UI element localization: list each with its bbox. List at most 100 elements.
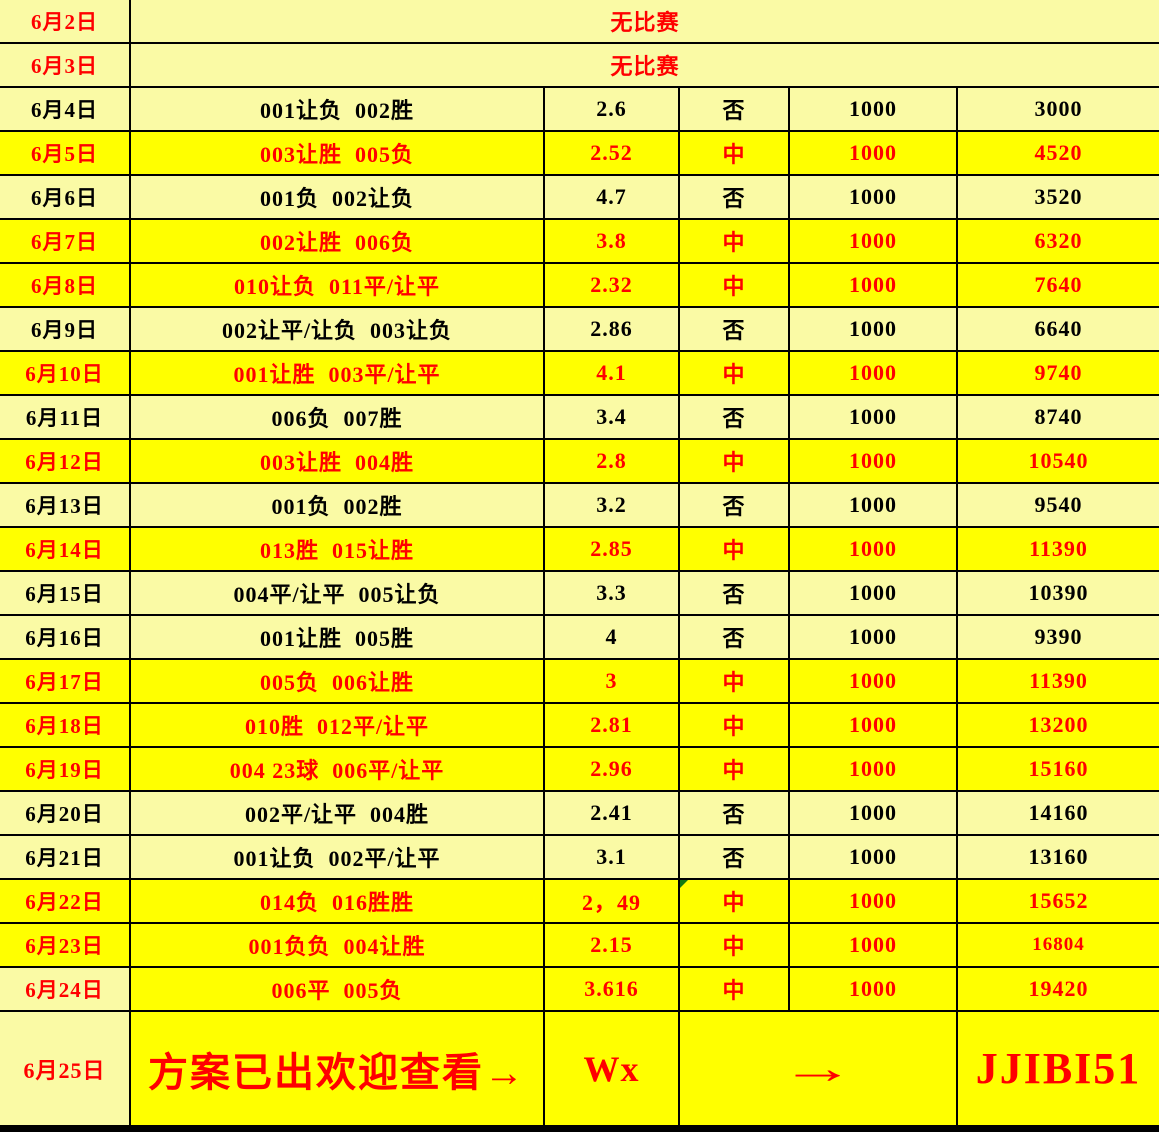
no-match-cell: 无比赛 (131, 0, 1159, 42)
promo-code-cell: JJIBI51 (958, 1012, 1159, 1125)
table-row: 6月24日 006平 005负 3.616 中 1000 19420 (0, 968, 1159, 1012)
total-cell: 6640 (958, 308, 1159, 350)
date-cell: 6月20日 (0, 792, 131, 834)
date-cell: 6月3日 (0, 44, 131, 86)
result-cell: 否 (680, 308, 790, 350)
stake-cell: 1000 (790, 484, 958, 526)
odds-cell: 2.6 (545, 88, 680, 130)
result-cell: 中 (680, 352, 790, 394)
date-cell-text: 6月13日 (25, 494, 104, 518)
total-cell-text: 16804 (1032, 934, 1085, 955)
no-match-cell-text: 无比赛 (610, 10, 680, 35)
result-cell-text: 中 (722, 978, 746, 1003)
table-row: 6月8日 010让负 011平/让平 2.32 中 1000 7640 (0, 264, 1159, 308)
result-cell-text: 否 (722, 846, 746, 871)
date-cell: 6月10日 (0, 352, 131, 394)
odds-cell: 4.7 (545, 176, 680, 218)
stake-cell-text: 1000 (849, 492, 897, 517)
odds-cell-text: 2.52 (590, 140, 633, 165)
date-cell-text: 6月19日 (25, 758, 104, 782)
match-cell-text: 001让负 002胜 (259, 98, 414, 123)
date-cell: 6月14日 (0, 528, 131, 570)
result-cell: 中 (680, 660, 790, 702)
result-cell: 否 (680, 176, 790, 218)
table-row: 6月5日 003让胜 005负 2.52 中 1000 4520 (0, 132, 1159, 176)
match-cell: 001让负 002胜 (131, 88, 545, 130)
stake-cell: 1000 (790, 396, 958, 438)
result-cell-text: 否 (722, 582, 746, 607)
odds-cell-text: 3.1 (596, 844, 627, 869)
total-cell: 9540 (958, 484, 1159, 526)
match-cell-text: 010胜 012平/让平 (244, 714, 430, 739)
result-cell-text: 中 (722, 538, 746, 563)
match-cell-text: 001让胜 005胜 (259, 626, 414, 651)
result-cell: 中 (680, 924, 790, 966)
date-cell: 6月25日 (0, 1012, 131, 1125)
date-cell-text: 6月17日 (25, 670, 104, 694)
odds-cell: 2.86 (545, 308, 680, 350)
promo-code-cell-text: JJIBI51 (975, 1044, 1142, 1093)
match-cell-text: 006负 007胜 (271, 406, 403, 431)
odds-cell: 3.616 (545, 968, 680, 1010)
date-cell-text: 6月24日 (25, 978, 104, 1002)
stake-cell-text: 1000 (849, 448, 897, 473)
stake-cell: 1000 (790, 704, 958, 746)
stake-cell: 1000 (790, 924, 958, 966)
odds-cell: 3.4 (545, 396, 680, 438)
odds-cell: 3.3 (545, 572, 680, 614)
total-cell: 3520 (958, 176, 1159, 218)
stake-cell: 1000 (790, 792, 958, 834)
table-row: 6月14日 013胜 015让胜 2.85 中 1000 11390 (0, 528, 1159, 572)
promo-message-cell-text: 方案已出欢迎查看→ (148, 1049, 526, 1095)
stake-cell: 1000 (790, 880, 958, 922)
table-row: 6月18日 010胜 012平/让平 2.81 中 1000 13200 (0, 704, 1159, 748)
match-cell: 001负 002胜 (131, 484, 545, 526)
odds-cell: 3.1 (545, 836, 680, 878)
odds-cell-text: 2.85 (590, 536, 633, 561)
result-cell: 否 (680, 484, 790, 526)
total-cell: 9740 (958, 352, 1159, 394)
table-row: 6月6日 001负 002让负 4.7 否 1000 3520 (0, 176, 1159, 220)
match-cell-text: 001让负 002平/让平 (233, 846, 441, 871)
table-row: 6月10日 001让胜 003平/让平 4.1 中 1000 9740 (0, 352, 1159, 396)
stake-cell: 1000 (790, 132, 958, 174)
total-cell: 19420 (958, 968, 1159, 1010)
total-cell-text: 13160 (1028, 844, 1089, 869)
total-cell: 13200 (958, 704, 1159, 746)
total-cell-text: 9740 (1034, 360, 1083, 385)
date-cell-text: 6月12日 (25, 450, 104, 474)
total-cell: 11390 (958, 660, 1159, 702)
total-cell-text: 6640 (1034, 316, 1083, 341)
stake-cell: 1000 (790, 836, 958, 878)
result-cell: 否 (680, 396, 790, 438)
date-cell-text: 6月18日 (25, 714, 104, 738)
date-cell: 6月7日 (0, 220, 131, 262)
odds-cell: 2.15 (545, 924, 680, 966)
total-cell: 7640 (958, 264, 1159, 306)
result-cell: 否 (680, 836, 790, 878)
match-cell: 005负 006让胜 (131, 660, 545, 702)
total-cell: 15160 (958, 748, 1159, 790)
odds-cell-text: 3 (605, 668, 618, 693)
result-cell: 中 (680, 132, 790, 174)
odds-cell: 3.8 (545, 220, 680, 262)
date-cell: 6月24日 (0, 968, 131, 1010)
arrow-cell: → (680, 1012, 958, 1125)
date-cell: 6月16日 (0, 616, 131, 658)
stake-cell: 1000 (790, 440, 958, 482)
stake-cell: 1000 (790, 352, 958, 394)
date-cell: 6月13日 (0, 484, 131, 526)
table-row: 6月19日 004 23球 006平/让平 2.96 中 1000 15160 (0, 748, 1159, 792)
match-cell-text: 004平/让平 005让负 (233, 582, 441, 607)
total-cell-text: 11390 (1029, 536, 1088, 561)
odds-cell-text: 3.8 (596, 228, 627, 253)
odds-cell-text: 3.616 (584, 976, 639, 1001)
date-cell: 6月11日 (0, 396, 131, 438)
date-cell-text: 6月14日 (25, 538, 104, 562)
promo-message-cell: 方案已出欢迎查看→ (131, 1012, 545, 1125)
odds-cell: 2，49 (545, 880, 680, 922)
stake-cell-text: 1000 (849, 976, 897, 1001)
date-cell: 6月15日 (0, 572, 131, 614)
date-cell-text: 6月20日 (25, 802, 104, 826)
odds-cell: 2.41 (545, 792, 680, 834)
